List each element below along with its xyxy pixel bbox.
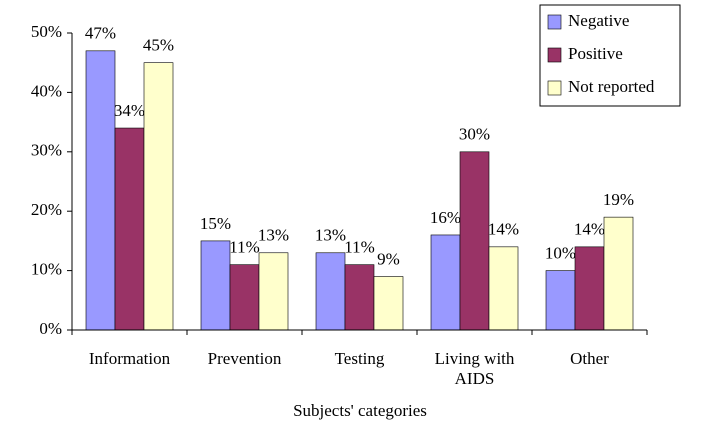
data-label: 10% [545,244,576,263]
bar [574,246,605,331]
bar [200,240,231,331]
bar [603,216,634,331]
bar [430,234,461,331]
x-tick-label: Living with AIDS [435,349,515,388]
data-label: 14% [574,220,605,239]
legend-label: Not reported [568,77,655,96]
bar [344,264,375,331]
bar [315,252,346,331]
data-label: 45% [143,36,174,55]
x-tick-label: Prevention [208,349,282,368]
bar [258,252,289,331]
legend-box [539,4,681,107]
data-label: 47% [85,24,116,43]
x-tick-label: Information [89,349,171,368]
x-tick-label: Other [570,349,609,368]
data-label: 30% [459,125,490,144]
bar [459,151,490,331]
bar [114,127,145,331]
y-tick-label: 20% [31,200,62,219]
data-label: 15% [200,214,231,233]
y-tick-label: 50% [31,22,62,41]
bar [85,50,116,331]
bar [143,62,174,331]
data-label: 13% [315,226,346,245]
x-axis-title: Subjects' categories [293,401,427,420]
y-tick-label: 0% [39,319,62,338]
legend-label: Positive [568,44,623,63]
legend-swatch [547,47,562,63]
data-label: 11% [344,238,375,257]
y-tick-label: 30% [31,141,62,160]
bar [229,264,260,331]
bar [488,246,519,331]
bar [545,270,576,331]
legend-swatch [547,14,562,30]
y-tick-label: 10% [31,260,62,279]
x-tick-label: Testing [335,349,385,368]
data-label: 16% [430,208,461,227]
bar [373,276,404,331]
data-label: 13% [258,226,289,245]
data-label: 19% [603,190,634,209]
data-label: 34% [114,101,145,120]
legend-label: Negative [568,11,629,30]
data-label: 11% [229,238,260,257]
y-tick-label: 40% [31,81,62,100]
legend-swatch [547,80,562,96]
data-label: 14% [488,220,519,239]
data-label: 9% [377,249,400,268]
